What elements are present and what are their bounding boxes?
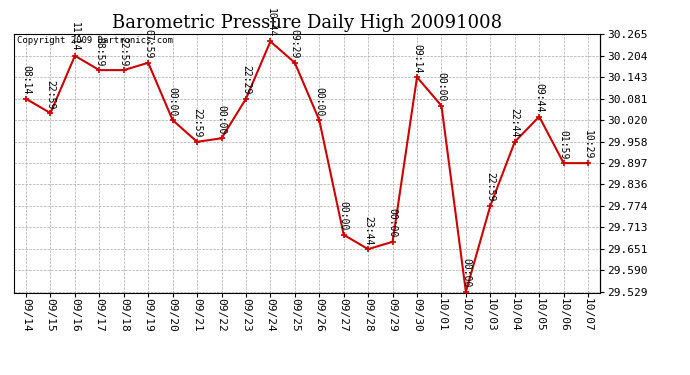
Text: 00:00: 00:00 [168,87,177,116]
Text: Copyright 2009 Dartronics.com: Copyright 2009 Dartronics.com [17,36,172,45]
Text: 10:29: 10:29 [583,130,593,159]
Text: 01:59: 01:59 [559,130,569,159]
Text: 22:44: 22:44 [510,108,520,138]
Title: Barometric Pressure Daily High 20091008: Barometric Pressure Daily High 20091008 [112,14,502,32]
Text: 22:29: 22:29 [241,65,251,94]
Text: 09:29: 09:29 [290,29,300,58]
Text: 09:14: 09:14 [412,44,422,73]
Text: 09:44: 09:44 [534,83,544,112]
Text: 00:00: 00:00 [437,72,446,102]
Text: 00:00: 00:00 [388,208,397,238]
Text: 00:00: 00:00 [314,87,324,116]
Text: 10:44: 10:44 [266,8,275,37]
Text: 23:44: 23:44 [363,216,373,245]
Text: 00:00: 00:00 [461,258,471,288]
Text: 08:14: 08:14 [21,65,31,94]
Text: 22:59: 22:59 [192,108,202,138]
Text: 00:00: 00:00 [339,201,348,231]
Text: 00:00: 00:00 [217,105,226,134]
Text: 22:59: 22:59 [119,37,129,66]
Text: 11:14: 11:14 [70,22,80,52]
Text: 07:59: 07:59 [144,29,153,58]
Text: 22:59: 22:59 [46,80,55,109]
Text: 08:59: 08:59 [95,37,104,66]
Text: 22:59: 22:59 [485,172,495,202]
